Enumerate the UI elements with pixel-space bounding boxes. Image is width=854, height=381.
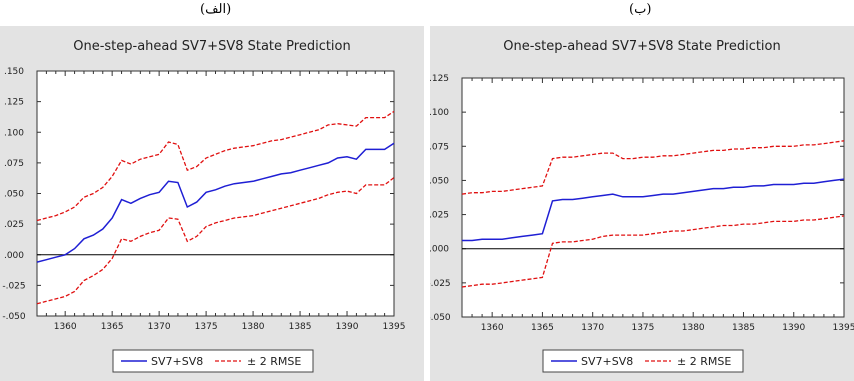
y-tick-label: -.050 bbox=[430, 313, 451, 323]
panel-label-a: (الف) bbox=[200, 2, 232, 17]
x-tick-label: 1395 bbox=[383, 322, 406, 332]
y-tick-label: .075 bbox=[430, 142, 449, 152]
y-tick-label: .075 bbox=[4, 159, 24, 169]
x-tick-label: 1375 bbox=[631, 323, 654, 333]
series-line-lower-band bbox=[36, 177, 395, 305]
series-line-upper-band bbox=[36, 110, 395, 222]
series-line-lower-band bbox=[461, 215, 845, 288]
series-line-upper-band bbox=[461, 140, 845, 195]
y-tick-label: .050 bbox=[430, 176, 449, 186]
y-tick-label: .025 bbox=[4, 220, 24, 230]
y-tick-label: .000 bbox=[430, 245, 449, 255]
y-tick-label: -.025 bbox=[430, 279, 451, 289]
y-tick-label: -.025 bbox=[2, 281, 25, 291]
chart-title: One-step-ahead SV7+SV8 State Prediction bbox=[73, 39, 351, 54]
plot-area bbox=[36, 70, 395, 317]
y-tick-label: .100 bbox=[4, 128, 24, 138]
x-tick-label: 1365 bbox=[101, 322, 124, 332]
x-tick-label: 1370 bbox=[581, 323, 604, 333]
y-tick-label: .000 bbox=[4, 251, 24, 261]
legend-label-estimate: SV7+SV8 bbox=[581, 355, 633, 368]
legend-box bbox=[112, 349, 314, 373]
y-tick-label: .125 bbox=[4, 98, 24, 108]
y-tick-label: .150 bbox=[4, 67, 24, 77]
x-tick-label: 1385 bbox=[289, 322, 312, 332]
panel-label-b: (ب) bbox=[629, 2, 652, 17]
legend-label-estimate: SV7+SV8 bbox=[151, 355, 203, 368]
x-tick-label: 1380 bbox=[242, 322, 265, 332]
series-line-estimate bbox=[36, 142, 395, 263]
y-tick-label: .100 bbox=[430, 108, 449, 118]
legend-label-rmse: ± 2 RMSE bbox=[247, 355, 301, 368]
chart-svg-a: One-step-ahead SV7+SV8 State Prediction -… bbox=[2, 39, 406, 373]
legend-label-rmse: ± 2 RMSE bbox=[677, 355, 731, 368]
series-line-estimate bbox=[462, 178, 845, 242]
plot-area bbox=[461, 77, 845, 318]
x-tick-label: 1360 bbox=[54, 322, 77, 332]
x-tick-label: 1370 bbox=[148, 322, 171, 332]
chart-panel-a: One-step-ahead SV7+SV8 State Prediction -… bbox=[0, 26, 424, 381]
x-tick-label: 1375 bbox=[195, 322, 218, 332]
y-tick-label: -.050 bbox=[2, 312, 26, 322]
chart-title: One-step-ahead SV7+SV8 State Prediction bbox=[503, 39, 781, 54]
y-tick-label: .125 bbox=[430, 74, 449, 84]
x-tick-label: 1390 bbox=[782, 323, 805, 333]
x-tick-label: 1360 bbox=[481, 323, 504, 333]
x-tick-label: 1365 bbox=[531, 323, 554, 333]
x-tick-label: 1385 bbox=[732, 323, 755, 333]
y-tick-label: .050 bbox=[4, 190, 24, 200]
chart-panel-b: One-step-ahead SV7+SV8 State Prediction -… bbox=[430, 26, 854, 381]
chart-svg-b: One-step-ahead SV7+SV8 State Prediction -… bbox=[430, 39, 854, 373]
x-tick-label: 1380 bbox=[682, 323, 705, 333]
x-tick-label: 1395 bbox=[833, 323, 854, 333]
y-tick-label: .025 bbox=[430, 211, 449, 221]
legend-box bbox=[542, 349, 744, 373]
x-tick-label: 1390 bbox=[336, 322, 359, 332]
